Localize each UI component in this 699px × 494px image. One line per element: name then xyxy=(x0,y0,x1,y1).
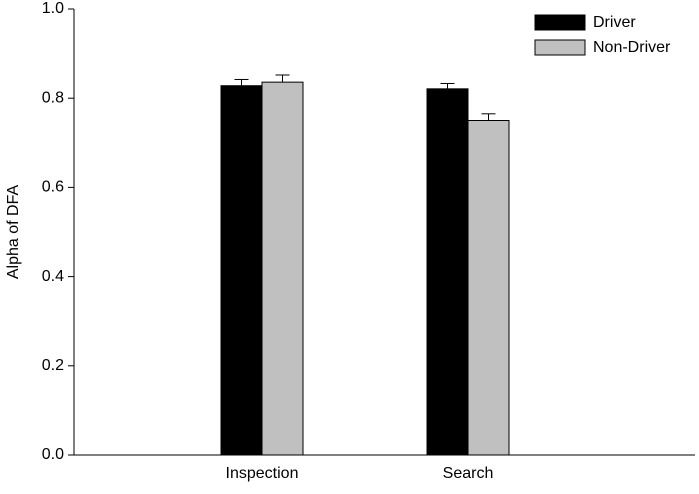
legend-label: Non-Driver xyxy=(593,39,671,56)
y-axis-label: Alpha of DFA xyxy=(5,185,22,280)
x-tick-label: Search xyxy=(443,465,494,482)
bar xyxy=(467,120,510,456)
y-tick-label: 0.4 xyxy=(42,268,64,285)
y-tick-label: 0.6 xyxy=(42,179,64,196)
y-tick-label: 0.2 xyxy=(42,357,64,374)
bar xyxy=(426,88,469,456)
y-tick-label: 0.0 xyxy=(42,446,64,463)
y-tick-label: 1.0 xyxy=(42,0,64,17)
legend-swatch xyxy=(534,39,586,56)
bar xyxy=(220,85,263,456)
legend-swatch xyxy=(534,14,586,31)
x-tick-label: Inspection xyxy=(226,465,299,482)
legend-label: Driver xyxy=(593,14,636,31)
y-tick-label: 0.8 xyxy=(42,89,64,106)
bar xyxy=(261,81,304,456)
